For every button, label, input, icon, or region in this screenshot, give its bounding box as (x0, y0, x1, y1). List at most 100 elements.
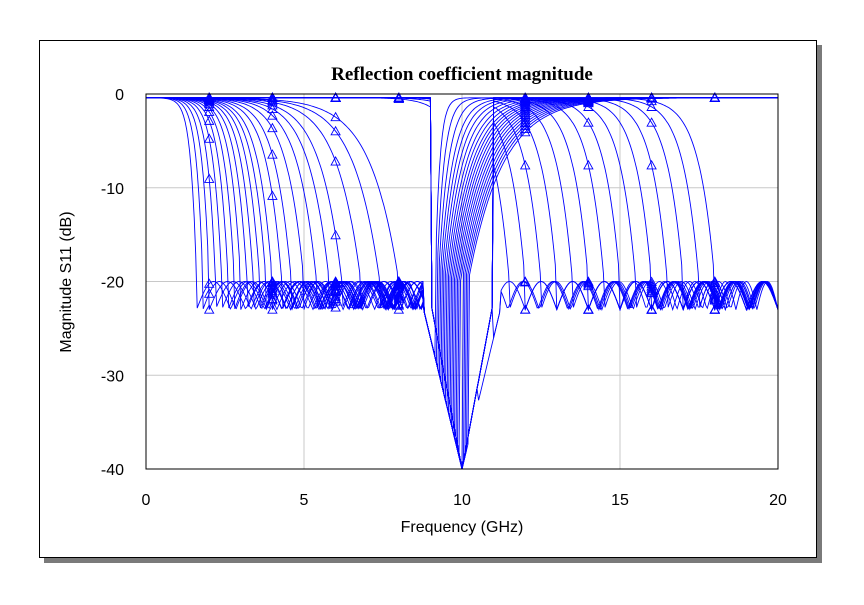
series-marker (519, 304, 531, 314)
x-tick-label: 10 (453, 492, 471, 509)
series-marker (583, 117, 594, 127)
series-marker (519, 112, 531, 122)
series-marker (519, 276, 531, 286)
series-marker (646, 278, 657, 289)
series-marker (646, 304, 657, 314)
series-marker (203, 101, 215, 111)
series-marker (203, 173, 215, 183)
series-marker (519, 120, 531, 130)
series-marker (203, 115, 215, 125)
series-marker (267, 149, 278, 159)
y-tick-label: 0 (115, 87, 124, 104)
series-marker (519, 159, 531, 170)
series-marker (583, 92, 594, 102)
y-tick-label: -20 (101, 275, 124, 292)
series-marker (267, 288, 278, 299)
y-tick-label: -10 (101, 181, 124, 198)
series-marker (646, 117, 657, 127)
series-marker (583, 159, 594, 170)
series-marker (267, 122, 278, 133)
series-marker (203, 304, 215, 314)
series-marker (330, 125, 341, 136)
series-marker (646, 287, 657, 298)
series-marker (393, 279, 405, 290)
series-marker (393, 277, 405, 287)
series-marker (646, 95, 657, 106)
x-tick-label: 15 (611, 492, 629, 509)
series-marker (519, 103, 531, 113)
y-tick-label: -40 (101, 462, 124, 479)
series-marker (267, 99, 278, 110)
series-marker (709, 282, 721, 292)
series-marker (519, 123, 531, 134)
series-marker (330, 293, 341, 304)
series-marker (393, 290, 405, 301)
series-marker (646, 276, 657, 286)
series-marker (646, 283, 657, 293)
series-marker (203, 133, 215, 143)
series-marker (267, 92, 278, 102)
y-tick-label: -30 (101, 368, 124, 385)
series-marker (267, 110, 278, 120)
series-marker (519, 114, 531, 125)
x-tick-labels: 0 5 10 15 20 (142, 492, 787, 509)
series-marker (393, 304, 405, 314)
series-marker (393, 289, 405, 300)
x-axis-label: Frequency (GHz) (401, 519, 524, 536)
series-marker (267, 287, 278, 297)
series-marker (203, 92, 215, 102)
series-marker (330, 111, 341, 122)
series-marker (393, 300, 405, 310)
series-marker (709, 288, 721, 299)
chart-title: Reflection coefficient magnitude (331, 64, 593, 85)
series-marker (646, 92, 657, 102)
series-marker (330, 285, 341, 296)
series-marker (330, 283, 341, 294)
series-marker (267, 294, 278, 305)
series-marker (709, 277, 721, 287)
series-marker (709, 279, 721, 290)
series-marker (583, 277, 594, 287)
x-tick-label: 20 (769, 492, 787, 509)
series-marker (267, 94, 278, 104)
series-marker (267, 96, 278, 107)
plot-area-border (145, 93, 779, 470)
series-marker (393, 276, 405, 286)
series-marker (267, 282, 278, 293)
series-marker (330, 92, 341, 102)
y-tick-labels: 0 -10 -20 -30 -40 (101, 87, 124, 479)
series-marker (519, 92, 531, 102)
series-marker (330, 296, 341, 306)
series-marker (393, 288, 405, 299)
series-marker (393, 293, 405, 303)
x-tick-label: 0 (142, 492, 151, 509)
series-marker (709, 92, 721, 102)
series-marker (267, 293, 278, 303)
series-marker (709, 304, 721, 314)
series-marker (583, 276, 594, 286)
series-marker (203, 288, 215, 298)
series-marker (583, 279, 594, 289)
y-axis-label: Magnitude S11 (dB) (58, 211, 75, 352)
series-marker (267, 190, 278, 200)
series-marker (646, 101, 657, 111)
series-marker (267, 277, 278, 288)
series-marker (583, 304, 594, 314)
series-marker (393, 92, 405, 102)
series-marker (709, 276, 721, 286)
series-line (146, 97, 778, 357)
series-marker (583, 95, 594, 106)
series-marker (267, 276, 278, 287)
series-markers (203, 92, 721, 314)
series-marker (583, 101, 594, 111)
series-marker (330, 156, 341, 166)
series-marker (519, 101, 531, 111)
series-marker (267, 304, 278, 314)
series-marker (519, 126, 531, 137)
series-marker (709, 294, 721, 304)
series-marker (203, 278, 215, 288)
series-marker (330, 229, 341, 240)
series-marker (646, 159, 657, 170)
series-marker (203, 106, 215, 116)
